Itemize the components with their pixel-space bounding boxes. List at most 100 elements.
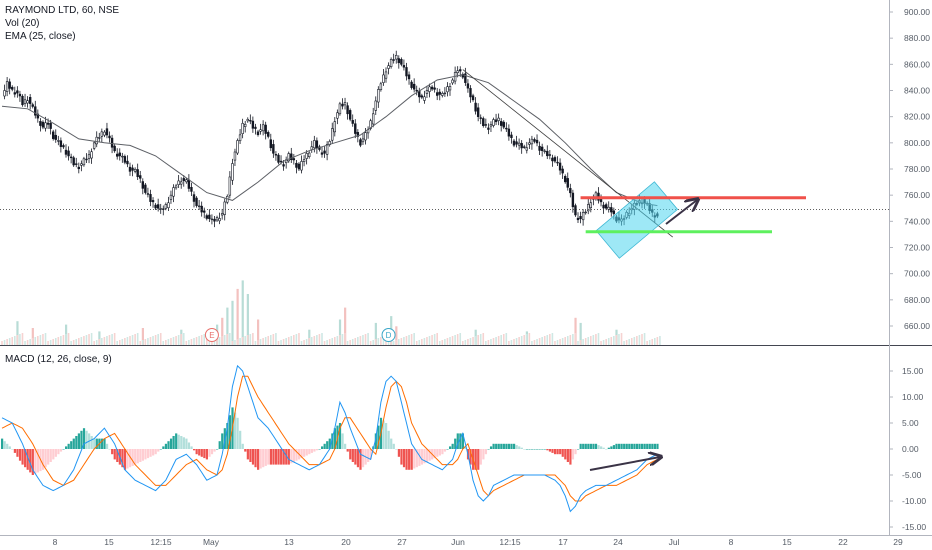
volume-bar (262, 338, 264, 345)
volume-bar (318, 334, 321, 345)
candle-body (31, 104, 34, 107)
time-tick-label: 13 (284, 537, 294, 547)
macd-histogram-bar (641, 443, 644, 449)
candle-body (484, 124, 488, 126)
candle-body (49, 122, 52, 129)
volume-bar (185, 341, 188, 345)
volume-bar (579, 322, 582, 345)
macd-histogram-bar (198, 449, 201, 456)
macd-histogram-bar (530, 449, 534, 450)
candle-body (423, 96, 426, 101)
candle-body (610, 207, 613, 213)
macd-histogram-bar (315, 449, 319, 451)
volume-bar (441, 340, 444, 345)
macd-histogram-bar (520, 447, 523, 449)
candle-body (290, 153, 293, 161)
volume-bar (607, 338, 610, 345)
candle-body (149, 194, 152, 202)
volume-bar (213, 339, 216, 345)
macd-histogram-bar (290, 449, 293, 464)
volume-bar (316, 335, 318, 345)
macd-tick-label: -5.00 (902, 470, 922, 480)
candle-body (190, 187, 193, 192)
macd-histogram-bar (129, 449, 132, 468)
candle-body (402, 65, 406, 68)
macd-histogram-bar (569, 449, 572, 465)
macd-histogram-bar (423, 449, 426, 464)
volume-bar (141, 328, 144, 345)
macd-histogram-bar (216, 449, 219, 450)
macd-histogram-bar (159, 449, 162, 450)
time-tick-label: 15 (104, 537, 114, 547)
macd-histogram-bar (326, 441, 329, 449)
time-tick-label: 22 (838, 537, 848, 547)
volume-bar (129, 336, 131, 345)
candle-body (553, 157, 557, 162)
candle-body (236, 140, 239, 154)
macd-histogram-bar (443, 449, 447, 452)
macd-histogram-bar (623, 443, 626, 449)
volume-bar (52, 339, 54, 345)
candle-body (451, 79, 454, 84)
macd-histogram-bar (525, 449, 528, 450)
candle-body (428, 86, 431, 92)
macd-line (1, 364, 658, 513)
volume-bar (226, 307, 229, 345)
volume-bar (198, 336, 200, 345)
volume-bar (508, 341, 510, 345)
volume-bar (272, 334, 275, 345)
candle-body (528, 142, 531, 145)
volume-bar (78, 338, 80, 345)
volume-bar (654, 338, 656, 345)
candle-body (517, 142, 521, 146)
volume-bar (85, 335, 88, 345)
candle-body (302, 159, 306, 162)
macd-histogram-bar (597, 445, 600, 449)
volume-bar (11, 337, 14, 345)
macd-histogram-bar (277, 449, 280, 465)
candle-body (612, 210, 616, 214)
macd-histogram-bar (559, 449, 562, 455)
volume-bar (564, 337, 566, 345)
macd-histogram-bar (108, 449, 111, 450)
channel-box (595, 181, 679, 259)
macd-histogram-bar (162, 446, 165, 449)
volume-bar (246, 335, 249, 345)
candle-body (377, 89, 380, 103)
candle-body (254, 126, 257, 129)
volume-bar (423, 338, 426, 345)
volume-bar (351, 339, 354, 345)
macd-histogram-bar (461, 433, 464, 449)
candle-body (116, 153, 119, 157)
candle-body (343, 102, 347, 106)
price-tick-label: 700.00 (904, 269, 930, 279)
volume-bar (300, 341, 303, 345)
macd-histogram-bar (185, 438, 188, 449)
volume-bar (180, 334, 182, 345)
macd-histogram-bar (425, 449, 429, 462)
macd-histogram-bar (382, 420, 385, 449)
macd-tick-label: 0.00 (902, 444, 919, 454)
volume-bar (582, 339, 584, 345)
macd-histogram-bar (579, 443, 582, 449)
volume-bar (477, 335, 479, 345)
candle-body (185, 179, 188, 183)
candle-body (543, 150, 546, 153)
macd-histogram-bar (433, 449, 436, 459)
candle-body (415, 89, 418, 92)
candle-body (389, 59, 393, 67)
ema-legend: EMA (25, close) (5, 31, 76, 42)
macd-histogram-bar (643, 443, 646, 449)
volume-bar (65, 334, 67, 345)
macd-histogram-bar (274, 449, 278, 465)
macd-histogram-bar (169, 438, 173, 449)
volume-bar (1, 341, 3, 345)
macd-histogram-bar (648, 443, 651, 449)
macd-histogram-bar (594, 443, 598, 449)
macd-histogram-bar (610, 446, 613, 449)
candle-body (364, 132, 367, 141)
volume-bar (19, 334, 21, 345)
macd-histogram-bar (395, 449, 398, 450)
volume-bar (531, 341, 533, 345)
